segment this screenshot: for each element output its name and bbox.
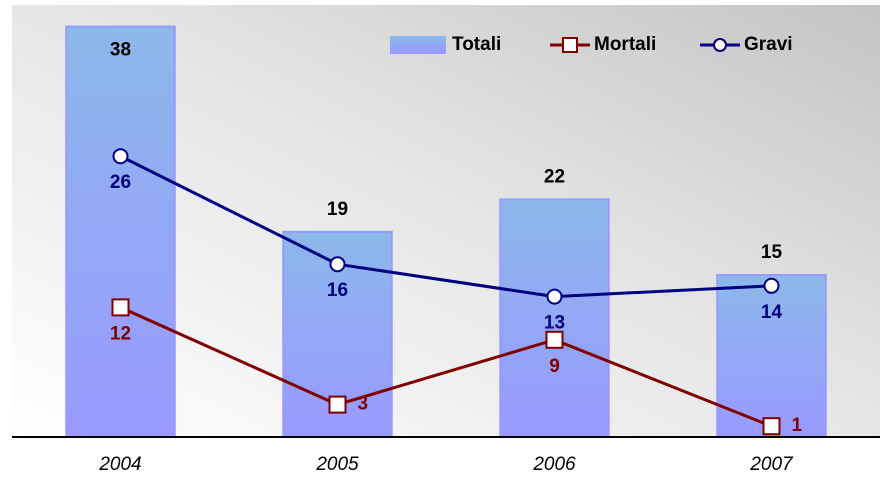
legend-marker bbox=[562, 37, 578, 53]
marker bbox=[112, 148, 129, 165]
data-label: 22 bbox=[544, 166, 565, 187]
data-label: 12 bbox=[110, 323, 131, 344]
legend-label: Mortali bbox=[594, 34, 656, 55]
legend-label: Totali bbox=[452, 34, 501, 55]
marker bbox=[546, 288, 563, 305]
x-tick-label: 2005 bbox=[315, 454, 359, 475]
bar bbox=[716, 274, 827, 438]
bar bbox=[65, 25, 176, 438]
data-label: 15 bbox=[761, 242, 783, 263]
legend-label: Gravi bbox=[744, 34, 793, 55]
x-tick-label: 2004 bbox=[98, 454, 141, 475]
legend-swatch bbox=[390, 36, 446, 54]
bar bbox=[499, 198, 610, 438]
data-label: 16 bbox=[327, 280, 348, 301]
line bbox=[119, 154, 772, 299]
legend-marker bbox=[713, 38, 727, 52]
data-label: 14 bbox=[761, 302, 783, 323]
data-label: 1 bbox=[792, 415, 803, 436]
data-label: 9 bbox=[549, 356, 560, 377]
marker bbox=[545, 330, 564, 349]
marker bbox=[762, 417, 781, 436]
x-tick-label: 2006 bbox=[532, 454, 576, 475]
x-tick-label: 2007 bbox=[749, 454, 794, 475]
data-label: 13 bbox=[544, 313, 565, 334]
marker bbox=[328, 395, 347, 414]
data-label: 3 bbox=[358, 394, 369, 415]
data-label: 38 bbox=[110, 40, 131, 61]
data-label: 19 bbox=[327, 199, 348, 220]
marker bbox=[329, 256, 346, 273]
marker bbox=[763, 277, 780, 294]
data-label: 26 bbox=[110, 172, 131, 193]
marker bbox=[111, 298, 130, 317]
line bbox=[119, 306, 773, 428]
